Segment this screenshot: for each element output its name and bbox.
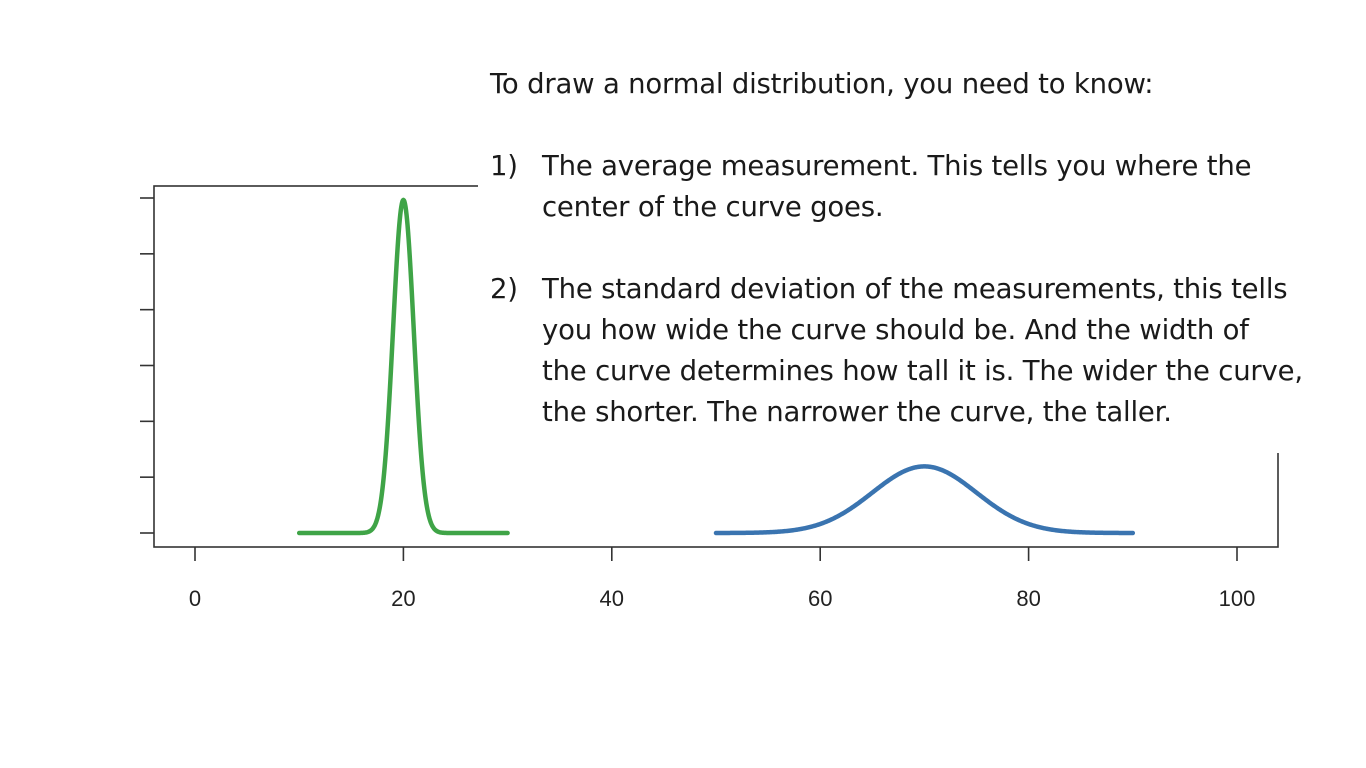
point-2-line: The standard deviation of the measuremen… bbox=[542, 273, 1288, 305]
x-tick-label: 20 bbox=[391, 586, 415, 611]
x-tick-label: 40 bbox=[600, 586, 624, 611]
explanation-text: To draw a normal distribution, you need … bbox=[478, 56, 1360, 453]
point-2-line: the curve determines how tall it is. The… bbox=[542, 355, 1303, 387]
x-axis: 0 20 40 60 80 100 bbox=[189, 547, 1255, 611]
x-tick-label: 100 bbox=[1219, 586, 1256, 611]
y-axis bbox=[140, 197, 154, 534]
point-1-line: The average measurement. This tells you … bbox=[542, 150, 1252, 182]
slide-heading: To draw a normal distribution, you need … bbox=[490, 68, 1154, 100]
density-curve-1 bbox=[296, 197, 510, 536]
point-1-line: center of the curve goes. bbox=[542, 191, 884, 223]
point-2: 2) The standard deviation of the measure… bbox=[490, 269, 1350, 433]
point-2-number: 2) bbox=[490, 273, 518, 305]
curves bbox=[296, 197, 1136, 536]
density-curve-2 bbox=[713, 464, 1136, 536]
point-1: 1) The average measurement. This tells y… bbox=[490, 146, 1350, 228]
point-2-text: The standard deviation of the measuremen… bbox=[542, 269, 1350, 433]
point-2-line: you how wide the curve should be. And th… bbox=[542, 314, 1249, 346]
x-tick-label: 0 bbox=[189, 586, 201, 611]
point-1-text: The average measurement. This tells you … bbox=[542, 146, 1350, 228]
point-2-line: the shorter. The narrower the curve, the… bbox=[542, 396, 1172, 428]
point-1-number: 1) bbox=[490, 150, 518, 182]
x-tick-label: 80 bbox=[1016, 586, 1040, 611]
x-tick-label: 60 bbox=[808, 586, 832, 611]
